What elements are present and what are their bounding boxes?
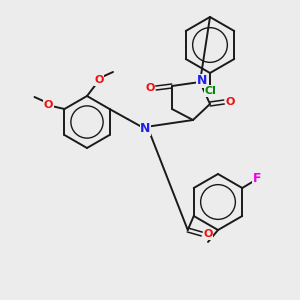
Text: O: O [203, 229, 212, 239]
Text: O: O [44, 100, 53, 110]
Text: Cl: Cl [204, 86, 216, 96]
Text: N: N [197, 74, 207, 88]
Text: O: O [94, 75, 104, 85]
Text: O: O [145, 83, 155, 93]
Text: N: N [140, 122, 151, 136]
Text: O: O [225, 97, 235, 107]
Text: F: F [253, 172, 262, 185]
